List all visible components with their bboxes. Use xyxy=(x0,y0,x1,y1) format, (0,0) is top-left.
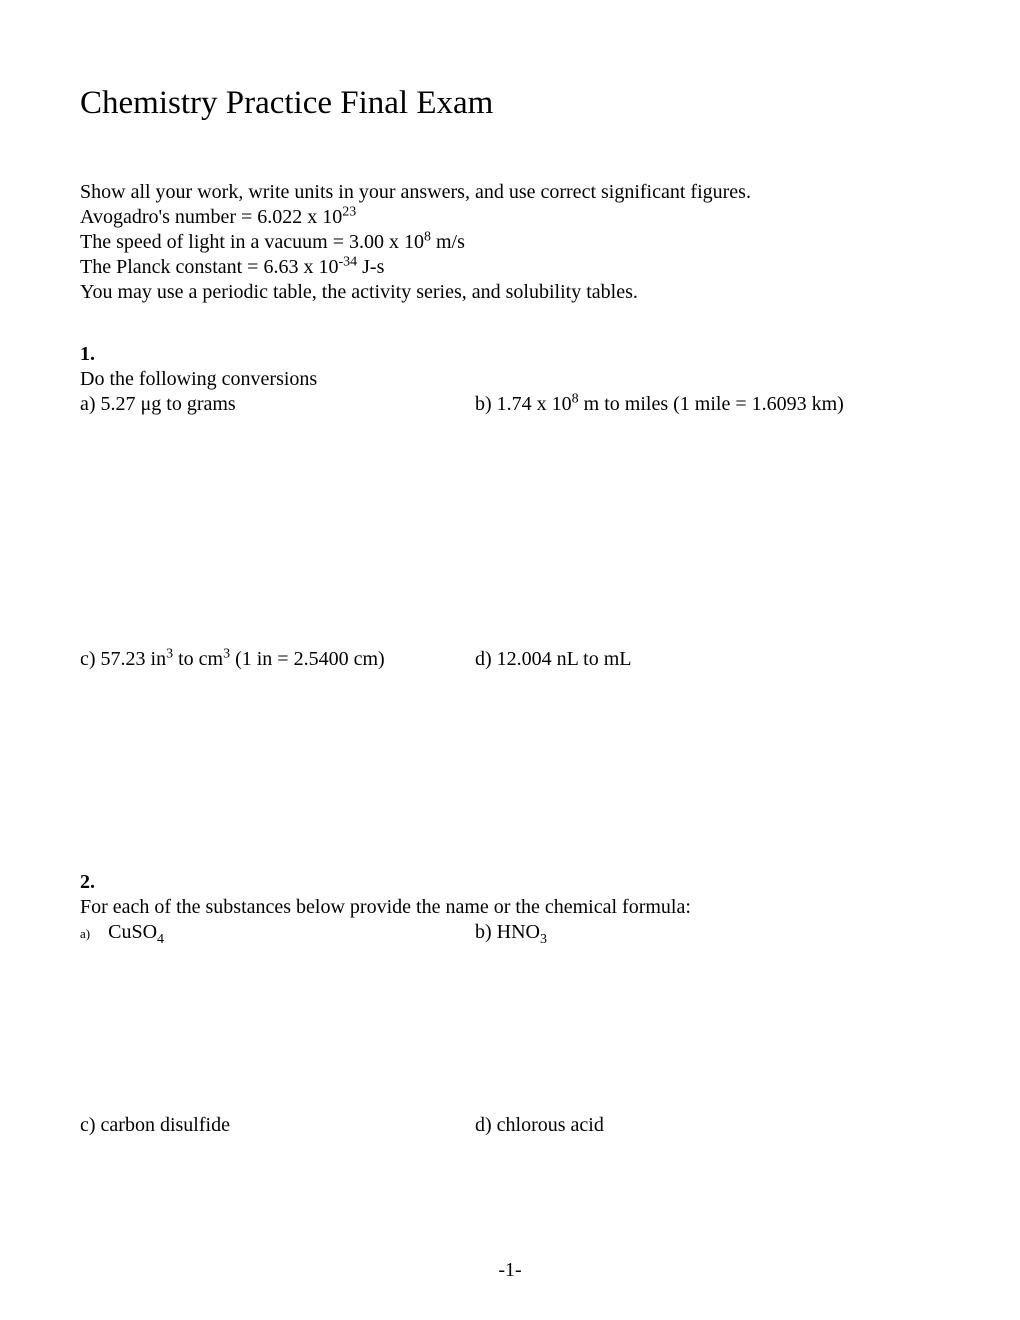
q1-b: b) 1.74 x 108 m to miles (1 mile = 1.609… xyxy=(475,393,940,416)
q2-d: d) chlorous acid xyxy=(475,1114,940,1137)
planck-pre: The Planck constant = 6.63 x 10 xyxy=(80,256,338,278)
workspace-gap xyxy=(80,671,940,871)
instruction-line-5: You may use a periodic table, the activi… xyxy=(80,280,940,305)
q2-number: 2. xyxy=(80,871,940,894)
q1-b-post: m to miles (1 mile = 1.6093 km) xyxy=(579,393,844,415)
q1-c-pre: c) 57.23 in xyxy=(80,648,166,670)
q2-c: c) carbon disulfide xyxy=(80,1114,475,1137)
instruction-avogadro: Avogadro's number = 6.022 x 1023 xyxy=(80,205,940,230)
instruction-light: The speed of light in a vacuum = 3.00 x … xyxy=(80,230,940,255)
q1-b-pre: b) 1.74 x 10 xyxy=(475,393,572,415)
q1-number: 1. xyxy=(80,343,940,366)
q2-a-formula: CuSO xyxy=(108,921,157,943)
instruction-line-1: Show all your work, write units in your … xyxy=(80,180,940,205)
q2-a-sub: 4 xyxy=(157,932,164,947)
avogadro-text: Avogadro's number = 6.022 x 10 xyxy=(80,206,342,228)
q1-c-mid: to cm xyxy=(173,648,223,670)
q2-a-label: a) xyxy=(80,926,90,942)
light-exp: 8 xyxy=(424,229,431,244)
q1-prompt: Do the following conversions xyxy=(80,368,940,391)
workspace-gap xyxy=(80,416,940,648)
instruction-planck: The Planck constant = 6.63 x 10-34 J-s xyxy=(80,255,940,280)
light-pre: The speed of light in a vacuum = 3.00 x … xyxy=(80,231,424,253)
workspace-gap xyxy=(80,944,940,1114)
light-post: m/s xyxy=(431,231,465,253)
page-number: -1- xyxy=(0,1259,1020,1282)
instructions-block: Show all your work, write units in your … xyxy=(80,180,940,305)
q1-d: d) 12.004 nL to mL xyxy=(475,648,940,671)
q1-row-ab: a) 5.27 μg to grams b) 1.74 x 108 m to m… xyxy=(80,393,940,416)
q1-b-exp: 8 xyxy=(572,391,579,406)
q2-a: a) CuSO4 xyxy=(80,921,475,944)
q2-b-sub: 3 xyxy=(540,932,547,947)
planck-exp: -34 xyxy=(338,254,357,269)
q2-row-cd: c) carbon disulfide d) chlorous acid xyxy=(80,1114,940,1137)
q1-c-post: (1 in = 2.5400 cm) xyxy=(230,648,385,670)
q1-a: a) 5.27 μg to grams xyxy=(80,393,475,416)
q2-prompt: For each of the substances below provide… xyxy=(80,896,940,919)
page-title: Chemistry Practice Final Exam xyxy=(80,85,940,122)
planck-post: J-s xyxy=(357,256,384,278)
q2-row-ab: a) CuSO4 b) HNO3 xyxy=(80,921,940,944)
q2-b: b) HNO3 xyxy=(475,921,940,944)
q1-row-cd: c) 57.23 in3 to cm3 (1 in = 2.5400 cm) d… xyxy=(80,648,940,671)
q1-c: c) 57.23 in3 to cm3 (1 in = 2.5400 cm) xyxy=(80,648,475,671)
q2-b-formula: b) HNO xyxy=(475,921,540,943)
avogadro-exp: 23 xyxy=(342,204,356,219)
